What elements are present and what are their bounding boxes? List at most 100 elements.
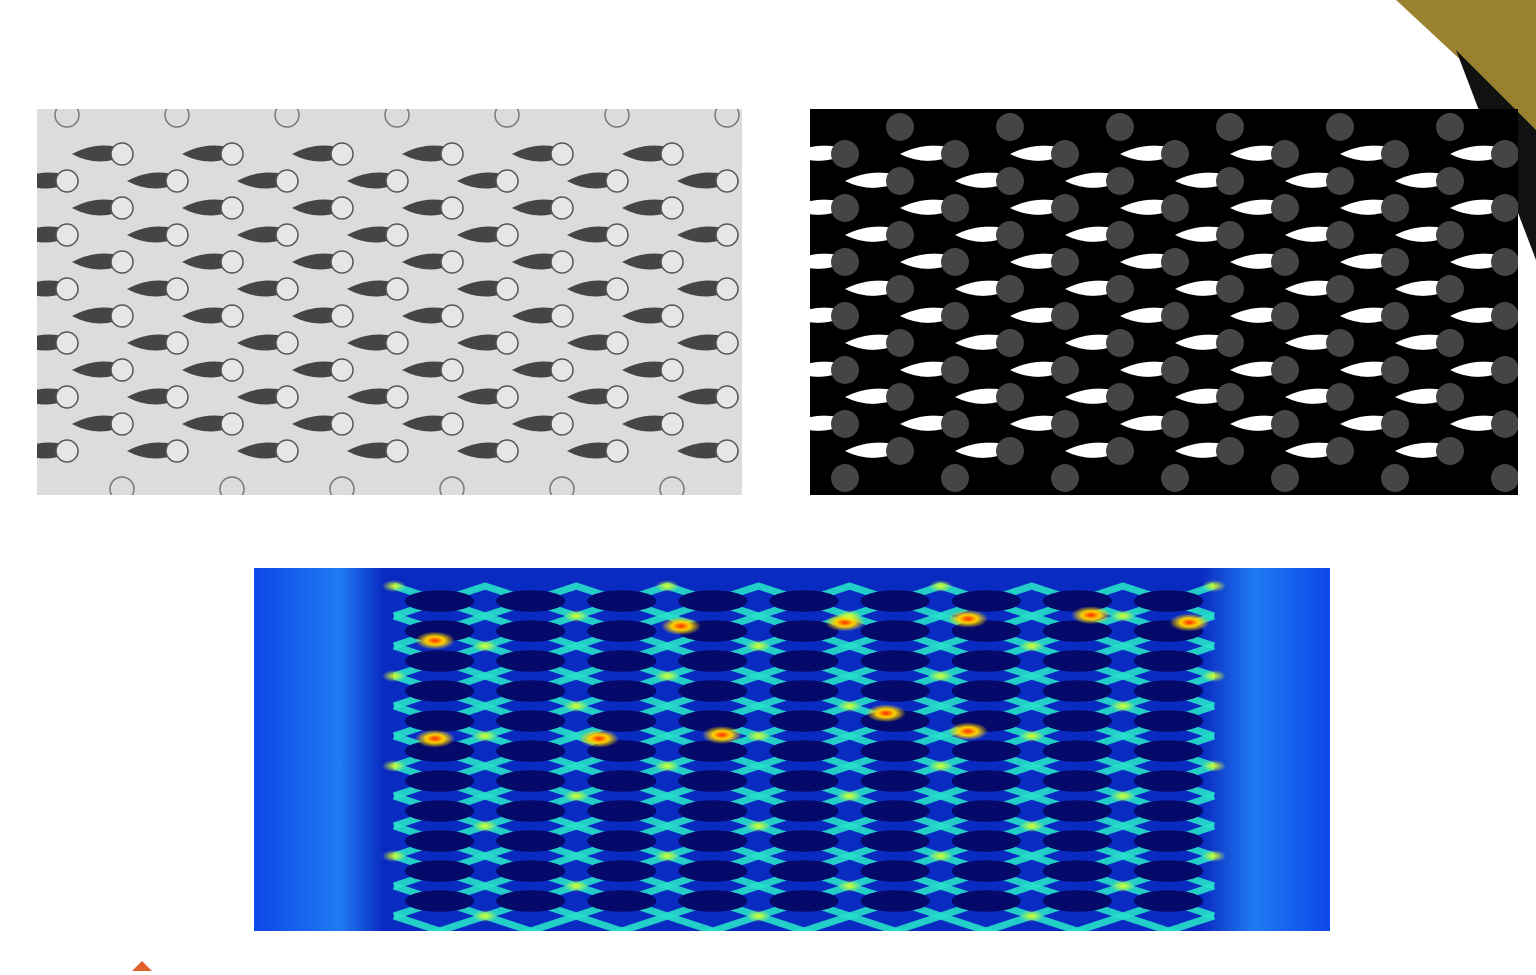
junction-glow <box>1110 610 1135 622</box>
cylinder-obstacle <box>330 142 354 166</box>
low-velocity-pore <box>404 770 475 792</box>
cylinder-obstacle <box>1271 302 1299 330</box>
cylinder-obstacle <box>330 250 354 274</box>
cylinder-obstacle <box>495 331 519 355</box>
low-velocity-pore <box>587 830 657 852</box>
cylinder-obstacle <box>1436 221 1464 249</box>
cylinder-obstacle <box>55 385 79 409</box>
low-velocity-pore <box>769 590 839 612</box>
cylinder-obstacle <box>1051 410 1079 438</box>
cylinder-obstacle <box>495 223 519 247</box>
junction-glow <box>564 880 589 892</box>
cylinder-obstacle <box>1326 329 1354 357</box>
low-velocity-pore <box>860 830 930 852</box>
low-velocity-pore <box>678 800 748 822</box>
low-velocity-pore <box>769 860 839 882</box>
low-velocity-pore <box>951 770 1021 792</box>
low-velocity-pore <box>678 860 748 882</box>
cylinder-obstacle <box>165 223 189 247</box>
junction-glow <box>1110 700 1135 712</box>
cylinder-obstacle <box>831 194 859 222</box>
cylinder-obstacle <box>996 221 1024 249</box>
junction-glow <box>473 910 498 922</box>
cylinder-obstacle <box>886 113 914 141</box>
low-velocity-pore <box>587 770 657 792</box>
low-velocity-pore <box>769 890 839 912</box>
cylinder-obstacle <box>941 464 969 492</box>
cylinder-obstacle <box>275 223 299 247</box>
cylinder-obstacle <box>1161 248 1189 276</box>
cylinder-obstacle <box>165 331 189 355</box>
high-velocity-spot <box>579 729 619 748</box>
boundary-notch <box>384 109 410 128</box>
cylinder-obstacle <box>660 304 684 328</box>
cylinder-obstacle <box>385 331 409 355</box>
low-velocity-pore <box>860 680 930 702</box>
cylinder-obstacle <box>550 142 574 166</box>
low-velocity-pore <box>1042 830 1112 852</box>
cylinder-obstacle <box>110 142 134 166</box>
experiment-photo-panel <box>37 109 742 495</box>
cylinder-obstacle <box>886 329 914 357</box>
cylinder-obstacle <box>55 439 79 463</box>
high-velocity-spot <box>948 722 988 741</box>
junction-glow <box>928 670 953 682</box>
low-velocity-pore <box>496 650 566 672</box>
cylinder-obstacle <box>660 412 684 436</box>
logo-icon <box>112 956 172 971</box>
cylinder-obstacle <box>1436 167 1464 195</box>
cylinder-obstacle <box>660 142 684 166</box>
cylinder-obstacle <box>831 410 859 438</box>
low-velocity-pore <box>678 590 748 612</box>
low-velocity-pore <box>1042 620 1112 642</box>
cylinder-obstacle <box>440 250 464 274</box>
boundary-notch <box>329 476 355 495</box>
cylinder-obstacle <box>275 385 299 409</box>
low-velocity-pore <box>678 650 748 672</box>
cylinder-obstacle <box>1051 464 1079 492</box>
low-velocity-pore <box>404 650 475 672</box>
junction-glow <box>1110 790 1135 802</box>
cylinder-obstacle <box>165 169 189 193</box>
cylinder-obstacle <box>660 250 684 274</box>
boundary-notch <box>109 476 135 495</box>
cylinder-obstacle <box>886 437 914 465</box>
cylinder-obstacle <box>1106 437 1134 465</box>
low-velocity-pore <box>951 590 1021 612</box>
cylinder-obstacle <box>605 277 629 301</box>
low-velocity-pore <box>1042 680 1112 702</box>
binarized-image-panel <box>810 109 1518 495</box>
cylinder-obstacle <box>941 248 969 276</box>
cylinder-obstacle <box>1491 356 1518 384</box>
low-velocity-pore <box>587 590 657 612</box>
junction-glow <box>1019 820 1044 832</box>
cylinder-obstacle <box>886 221 914 249</box>
cylinder-obstacle <box>385 223 409 247</box>
junction-glow <box>382 760 406 772</box>
cylinder-obstacle <box>1051 356 1079 384</box>
boundary-notch <box>164 109 190 128</box>
cylinder-obstacle <box>1216 221 1244 249</box>
low-velocity-pore <box>1042 800 1112 822</box>
cylinder-obstacle <box>275 169 299 193</box>
cylinder-obstacle <box>220 412 244 436</box>
cylinder-obstacle <box>55 169 79 193</box>
cylinder-obstacle <box>1436 383 1464 411</box>
boundary-notch <box>54 109 80 128</box>
cylinder-obstacle <box>1326 221 1354 249</box>
low-velocity-pore <box>404 890 475 912</box>
cylinder-obstacle <box>1216 275 1244 303</box>
cylinder-obstacle <box>996 275 1024 303</box>
low-velocity-pore <box>1042 860 1112 882</box>
cylinder-obstacle <box>715 331 739 355</box>
cylinder-obstacle <box>1491 464 1518 492</box>
cylinder-obstacle <box>1271 248 1299 276</box>
low-velocity-pore <box>404 680 475 702</box>
low-velocity-pore <box>404 860 475 882</box>
cylinder-obstacle <box>165 385 189 409</box>
cylinder-obstacle <box>605 439 629 463</box>
low-velocity-pore <box>404 830 475 852</box>
junction-glow <box>655 850 680 862</box>
cylinder-obstacle <box>440 412 464 436</box>
cylinder-obstacle <box>110 412 134 436</box>
